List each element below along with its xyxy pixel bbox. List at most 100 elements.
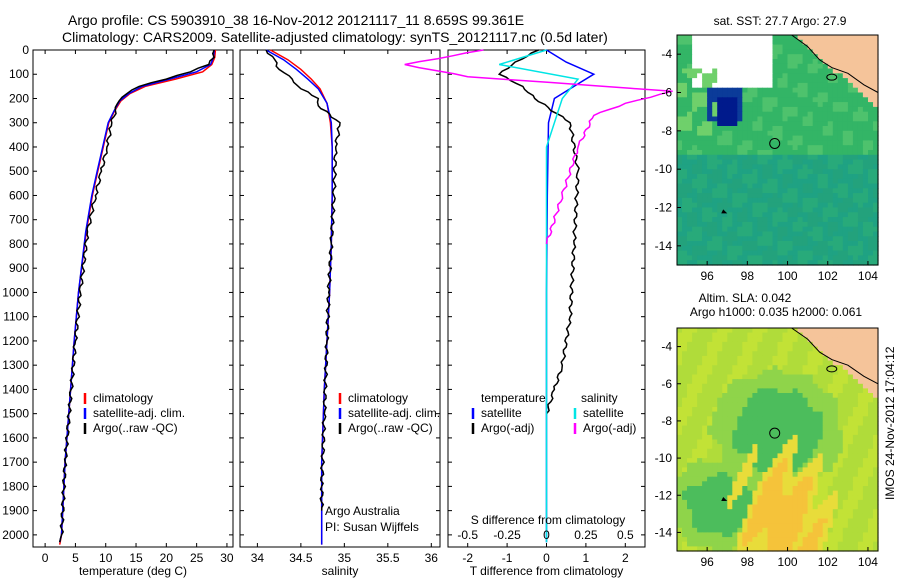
sla-map-cell xyxy=(682,328,688,334)
sla-map-cell xyxy=(812,416,819,422)
sst-map-cell xyxy=(797,183,804,189)
sla-map-cell xyxy=(722,532,728,538)
sla-map-cell xyxy=(857,527,864,533)
sst-map-cell xyxy=(742,111,748,118)
sla-map-cell xyxy=(692,448,698,454)
sla-map-cell xyxy=(852,379,859,385)
sst-map-cell xyxy=(827,106,834,113)
sst-map-cell xyxy=(817,236,824,242)
sla-map-cell xyxy=(822,513,829,519)
sst-map-cell xyxy=(802,260,809,266)
sla-map-cell xyxy=(772,369,779,375)
sst-map-cell xyxy=(742,207,748,213)
sst-map-ytick-label: -10 xyxy=(655,162,673,176)
sla-map-cell xyxy=(702,430,708,436)
sla-map-cell xyxy=(747,518,753,524)
sla-map-cell xyxy=(727,439,733,445)
sla-map-cell xyxy=(827,341,834,348)
sla-map-cell xyxy=(812,509,819,515)
sla-map-cell xyxy=(737,365,743,371)
sla-map-cell xyxy=(692,351,698,357)
sst-map-cell xyxy=(827,102,834,108)
sla-map-cell xyxy=(817,444,824,450)
sst-map-cell xyxy=(762,44,768,50)
sst-map-cell xyxy=(707,145,713,151)
sla-map-cell xyxy=(868,472,874,478)
sla-map-cell xyxy=(857,541,864,547)
sla-map-cell xyxy=(787,341,794,348)
sla-map-cell xyxy=(682,337,688,343)
sst-map-cell xyxy=(752,92,758,98)
sst-map-cell xyxy=(702,135,708,141)
sla-map-cell xyxy=(732,495,738,501)
sla-map-cell xyxy=(797,402,804,408)
sst-map-cell xyxy=(712,126,718,132)
sla-map-cell xyxy=(827,504,834,510)
sla-map-cell xyxy=(857,532,864,538)
sst-map-cell xyxy=(837,231,844,237)
sla-map-cell xyxy=(677,504,683,510)
sla-map-cell xyxy=(817,411,824,417)
sla-map-cell xyxy=(802,486,809,492)
sla-map-cell xyxy=(868,360,874,366)
sla-map-cell xyxy=(817,397,824,403)
sla-map-cell xyxy=(682,486,688,492)
sst-map-cell xyxy=(737,73,743,79)
sla-map-cell xyxy=(847,490,854,496)
sla-map-cell xyxy=(747,416,753,422)
sst-map-cell xyxy=(822,255,829,261)
sla-map-cell xyxy=(847,481,854,487)
sst-map-cell xyxy=(837,73,844,79)
sst-map-cell xyxy=(762,116,768,122)
sst-map-cell xyxy=(862,260,869,266)
sla-map-cell xyxy=(842,328,849,334)
sla-map-cell xyxy=(737,420,743,427)
sla-map-cell xyxy=(677,374,683,380)
sst-map-cell xyxy=(707,183,713,189)
depth-tick-label: 1100 xyxy=(3,310,29,324)
sst-map-cell xyxy=(767,154,774,161)
sla-map-cell xyxy=(802,328,809,334)
sla-map-cell xyxy=(842,495,849,501)
sla-map-cell xyxy=(732,351,738,357)
sst-map-cell xyxy=(782,154,789,161)
sst-map-cell xyxy=(722,59,728,65)
sst-map-cell xyxy=(677,226,683,233)
sla-map-cell xyxy=(852,383,859,389)
sla-map-cell xyxy=(873,328,879,334)
sst-map-cell xyxy=(677,231,683,237)
sla-map-cell xyxy=(717,420,723,427)
sst-map-cell xyxy=(687,221,693,228)
sla-map-cell xyxy=(792,346,799,352)
sst-map-cell xyxy=(782,159,789,165)
sst-map-cell xyxy=(852,68,859,74)
sla-map-ytick-label: -6 xyxy=(661,377,672,391)
sst-map-cell xyxy=(702,102,708,108)
sla-map-cell xyxy=(857,462,864,468)
sla-map-cell xyxy=(677,360,683,366)
sst-map-cell xyxy=(802,154,809,161)
sla-map-cell xyxy=(747,420,753,427)
sla-map-cell xyxy=(852,518,859,524)
sst-map-cell xyxy=(822,250,829,256)
sla-map-cell xyxy=(712,355,718,362)
sla-map-cell xyxy=(697,458,703,464)
sst-map-cell xyxy=(727,49,733,55)
sst-map-cell xyxy=(837,154,844,161)
sst-map-cell xyxy=(762,49,768,55)
sst-map-cell xyxy=(707,126,713,132)
sst-map-cell xyxy=(717,97,723,103)
sst-map-cell xyxy=(702,193,708,199)
sst-map-cell xyxy=(868,245,874,252)
sla-map-cell xyxy=(762,541,768,547)
sla-map-cell xyxy=(752,360,758,366)
sst-map-cell xyxy=(792,59,799,65)
sst-map-cell xyxy=(787,121,794,127)
sla-map-cell xyxy=(732,476,738,482)
sla-map-cell xyxy=(687,416,693,422)
sla-map-cell xyxy=(742,379,748,385)
sst-map-cell xyxy=(797,126,804,132)
sla-map-cell xyxy=(762,504,768,510)
sla-map-cell xyxy=(787,444,794,450)
sla-map-cell xyxy=(732,467,738,473)
